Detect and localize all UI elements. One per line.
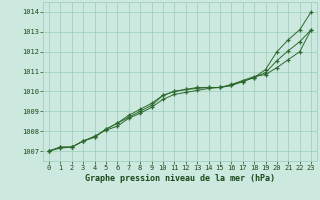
X-axis label: Graphe pression niveau de la mer (hPa): Graphe pression niveau de la mer (hPa) (85, 174, 275, 183)
